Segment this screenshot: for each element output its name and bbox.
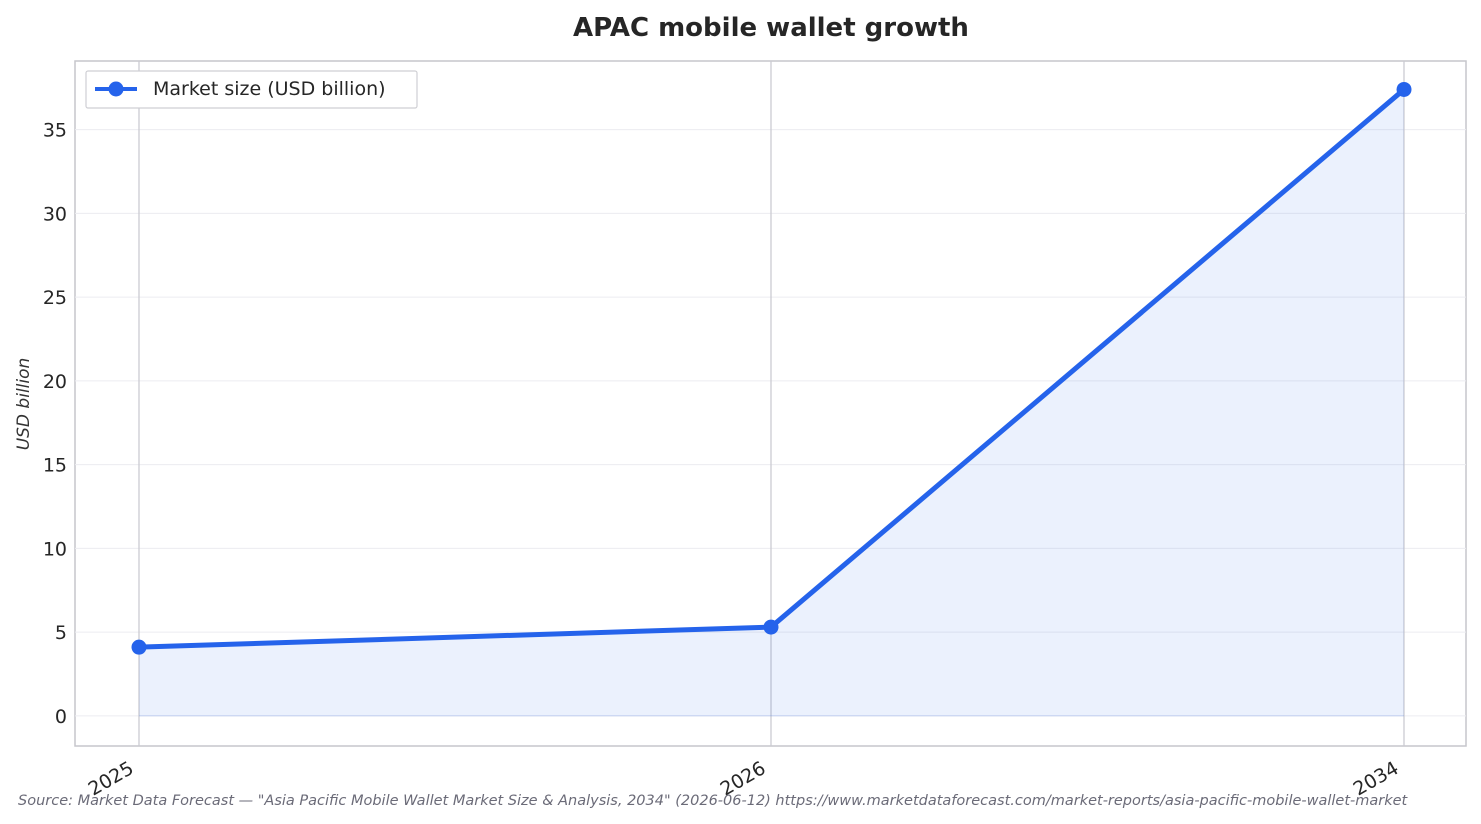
y-tick-labels: 0 5 10 15 20 25 30 35 bbox=[43, 120, 67, 728]
data-point[interactable] bbox=[1396, 81, 1412, 97]
y-tick-label: 35 bbox=[43, 120, 67, 142]
data-point[interactable] bbox=[131, 639, 147, 655]
chart-title: APAC mobile wallet growth bbox=[573, 13, 969, 43]
y-tick-label: 0 bbox=[55, 706, 67, 728]
legend: Market size (USD billion) bbox=[85, 70, 418, 109]
y-tick-label: 20 bbox=[43, 371, 67, 393]
series-area-fill bbox=[139, 89, 1404, 716]
series-layer bbox=[131, 81, 1412, 717]
y-tick-label: 25 bbox=[43, 287, 67, 309]
y-axis-label: USD billion bbox=[14, 358, 34, 451]
source-note: Source: Market Data Forecast — "Asia Pac… bbox=[18, 793, 1409, 809]
y-tick-label: 15 bbox=[43, 455, 67, 477]
legend-label: Market size (USD billion) bbox=[153, 78, 386, 100]
legend-box bbox=[85, 70, 418, 109]
y-tick-label: 10 bbox=[43, 538, 67, 560]
y-tick-label: 5 bbox=[55, 622, 67, 644]
y-tick-label: 30 bbox=[43, 203, 67, 225]
grid-lines bbox=[75, 61, 1466, 746]
legend-point-marker bbox=[108, 81, 124, 97]
data-point[interactable] bbox=[763, 619, 779, 635]
